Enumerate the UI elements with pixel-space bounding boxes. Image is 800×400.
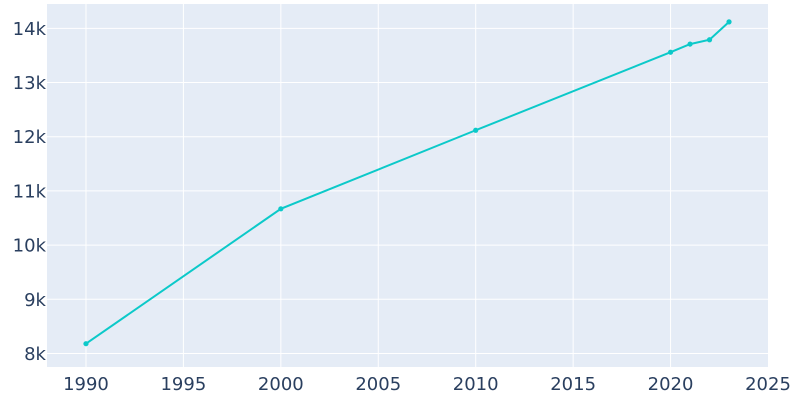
data-point — [278, 206, 284, 212]
y-tick-label: 9k — [24, 290, 46, 311]
y-tick-label: 14k — [13, 19, 47, 40]
y-gridlines — [47, 27, 768, 354]
y-axis-tick-labels: 8k 9k 10k 11k 12k 13k 14k — [13, 19, 47, 365]
x-tick-label: 2020 — [648, 374, 694, 395]
series-layer — [83, 19, 732, 347]
data-point — [706, 37, 713, 43]
data-point — [667, 49, 674, 55]
x-tick-label: 2025 — [745, 374, 791, 395]
data-point — [687, 41, 693, 47]
y-tick-label: 8k — [24, 344, 46, 365]
y-tick-label: 13k — [13, 73, 47, 94]
x-tick-label: 2015 — [550, 374, 596, 395]
data-point — [473, 127, 479, 133]
x-tick-label: 2010 — [453, 374, 499, 395]
plot-area — [47, 4, 768, 367]
x-tick-label: 2000 — [258, 374, 304, 395]
x-axis-tick-labels: 1990 1995 2000 2005 2010 2015 2020 2025 — [63, 374, 791, 395]
y-tick-label: 12k — [13, 127, 47, 148]
x-tick-label: 1990 — [63, 374, 109, 395]
y-tick-label: 10k — [13, 236, 47, 257]
y-tick-label: 11k — [13, 181, 47, 202]
data-point — [726, 19, 732, 25]
x-tick-label: 1995 — [160, 374, 206, 395]
x-gridlines — [85, 4, 672, 367]
data-point — [83, 341, 89, 347]
x-tick-label: 2005 — [355, 374, 401, 395]
